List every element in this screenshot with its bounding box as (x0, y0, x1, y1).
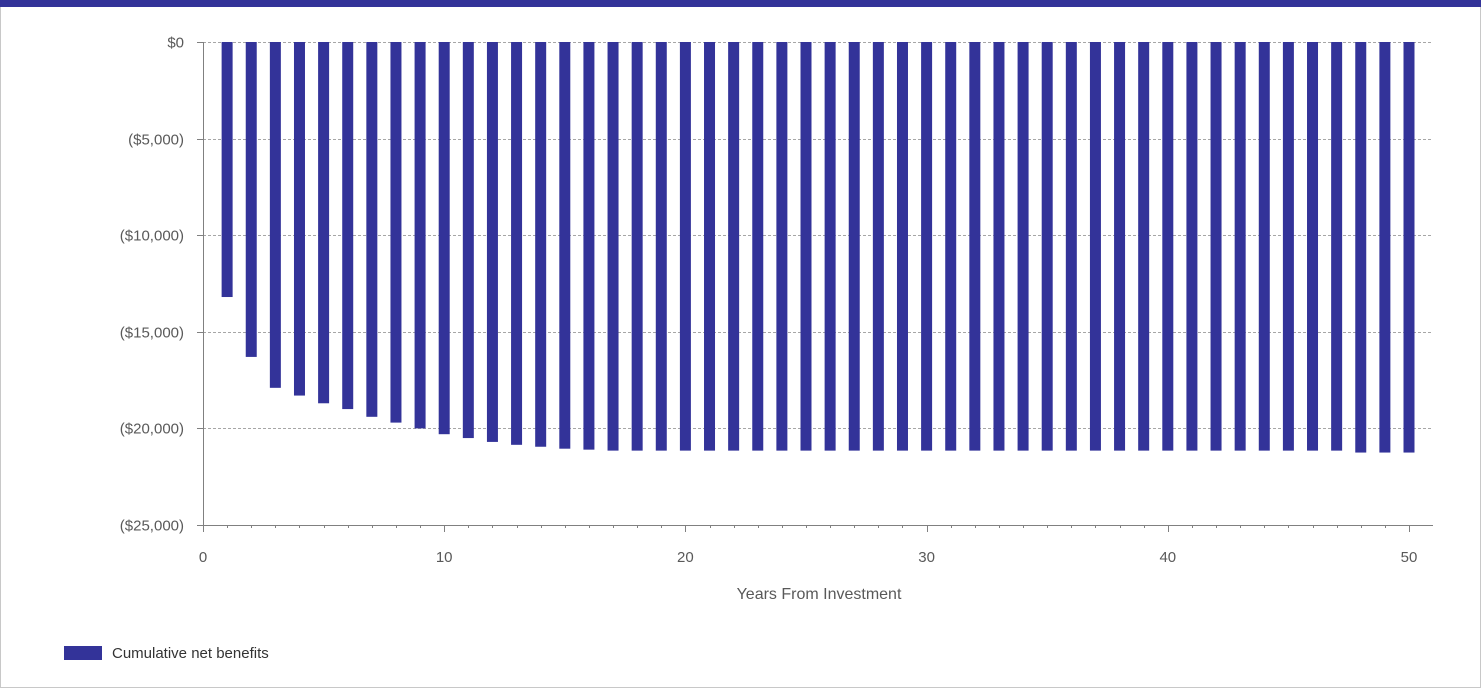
bar-year-2 (245, 42, 257, 357)
bar-year-24 (776, 42, 788, 451)
bar-year-30 (921, 42, 933, 451)
bars (221, 42, 1415, 453)
bar-year-4 (293, 42, 305, 396)
bar-year-50 (1403, 42, 1415, 453)
bar-year-7 (366, 42, 378, 417)
header-accent-bar (0, 0, 1481, 7)
bar-year-48 (1355, 42, 1367, 453)
legend: Cumulative net benefits (64, 643, 269, 663)
bar-year-11 (462, 42, 474, 439)
bar-year-38 (1114, 42, 1126, 451)
bar-year-1 (221, 42, 233, 298)
y-tick-label: $0 (167, 35, 184, 52)
bar-year-5 (318, 42, 330, 404)
bar-year-43 (1234, 42, 1246, 451)
x-tick-label: 30 (918, 549, 935, 566)
bar-year-22 (728, 42, 740, 451)
bar-year-18 (631, 42, 643, 451)
bar-year-42 (1210, 42, 1222, 451)
bar-year-26 (824, 42, 836, 451)
tick-labels: $0 ($5,000) ($10,000) ($15,000) ($20,000) ($2… (120, 35, 1418, 567)
y-tick-label: ($15,000) (120, 325, 184, 342)
axes (197, 42, 1433, 532)
bar-year-21 (704, 42, 716, 451)
bar-year-15 (559, 42, 571, 449)
x-axis-title: Years From Investment (737, 586, 902, 603)
bar-year-32 (969, 42, 981, 451)
y-tick-label: ($10,000) (120, 228, 184, 245)
bar-year-12 (486, 42, 498, 442)
x-tick-label: 40 (1159, 549, 1176, 566)
bar-year-9 (414, 42, 426, 429)
bar-year-17 (607, 42, 619, 451)
bar-year-40 (1162, 42, 1174, 451)
bar-year-36 (1065, 42, 1077, 451)
legend-swatch (64, 646, 102, 660)
x-tick-label: 0 (199, 549, 207, 566)
bar-year-46 (1307, 42, 1319, 451)
bar-year-41 (1186, 42, 1198, 451)
x-tick-label: 50 (1401, 549, 1418, 566)
bar-year-10 (438, 42, 450, 435)
bar-year-14 (535, 42, 547, 447)
bar-year-6 (342, 42, 354, 410)
bar-year-31 (945, 42, 957, 451)
bar-year-8 (390, 42, 402, 423)
bar-year-29 (896, 42, 908, 451)
bar-year-35 (1041, 42, 1053, 451)
bar-year-28 (872, 42, 884, 451)
bar-year-19 (655, 42, 667, 451)
bar-year-3 (269, 42, 281, 388)
y-tick-label: ($5,000) (128, 132, 184, 149)
bar-year-33 (993, 42, 1005, 451)
x-tick-label: 10 (436, 549, 453, 566)
bar-year-39 (1138, 42, 1150, 451)
bar-year-44 (1258, 42, 1270, 451)
bar-year-34 (1017, 42, 1029, 451)
bar-year-45 (1282, 42, 1294, 451)
bar-year-23 (752, 42, 764, 451)
bar-year-49 (1379, 42, 1391, 453)
y-tick-label: ($25,000) (120, 518, 184, 535)
y-tick-label: ($20,000) (120, 421, 184, 438)
bar-year-16 (583, 42, 595, 450)
bar-year-25 (800, 42, 812, 451)
bar-year-27 (848, 42, 860, 451)
bar-year-47 (1331, 42, 1343, 451)
x-tick-label: 20 (677, 549, 694, 566)
grid-lines (203, 42, 1433, 429)
bar-year-37 (1089, 42, 1101, 451)
legend-label: Cumulative net benefits (112, 644, 269, 662)
bar-year-13 (511, 42, 523, 445)
bar-year-20 (679, 42, 691, 451)
